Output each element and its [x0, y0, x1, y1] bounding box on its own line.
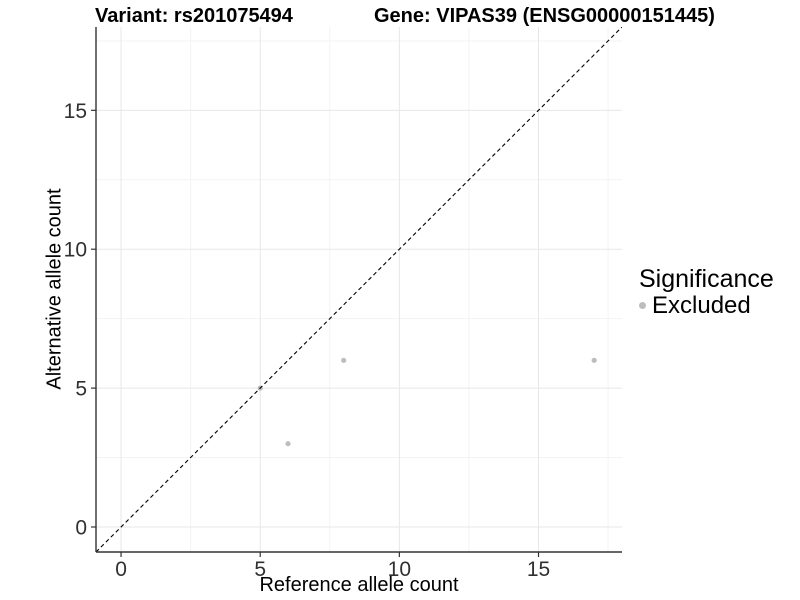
data-point: [591, 357, 597, 363]
y-tick-label: 10: [64, 239, 87, 262]
data-point: [341, 357, 347, 363]
x-tick-label: 15: [527, 558, 550, 581]
legend: Significance Excluded: [639, 266, 774, 318]
excluded-point-swatch-icon: [639, 302, 646, 310]
x-axis-title: Reference allele count: [259, 574, 459, 596]
x-tick-label: 5: [254, 558, 266, 581]
plot-title-variant: Variant: rs201075494: [95, 5, 293, 27]
x-tick-label: 10: [388, 558, 411, 581]
plot-title-gene: Gene: VIPAS39 (ENSG00000151445): [374, 5, 715, 27]
identity-reference-line: [96, 27, 622, 552]
y-axis-title: Alternative allele count: [43, 188, 66, 390]
legend-title: Significance: [639, 265, 774, 293]
legend-item-excluded: Excluded: [639, 293, 774, 318]
y-tick-label: 15: [64, 100, 87, 123]
data-point: [285, 441, 291, 447]
y-tick-label: 0: [75, 517, 87, 540]
legend-item-label: Excluded: [652, 292, 751, 320]
y-tick-label: 5: [75, 378, 87, 401]
x-tick-label: 0: [115, 558, 127, 581]
